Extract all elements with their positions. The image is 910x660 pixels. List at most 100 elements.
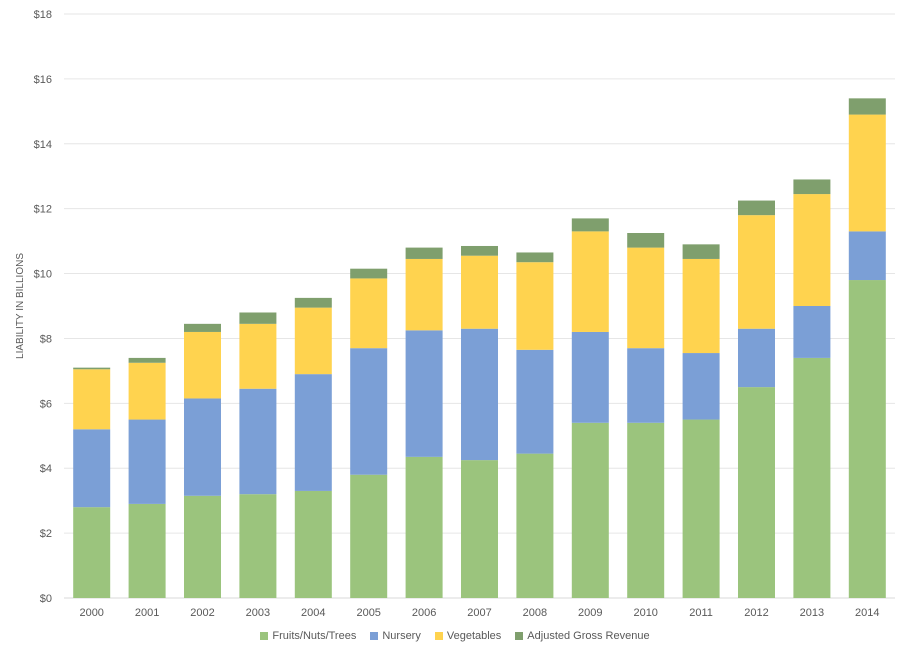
bar-segment-vegetables-2004 (294, 307, 332, 375)
y-tick-label: $18 (34, 9, 52, 21)
bar-segment-nursery-2005 (350, 348, 388, 475)
bar-segment-fruits-nuts-trees-2008 (516, 453, 554, 598)
y-tick-label: $14 (34, 139, 52, 151)
y-axis-ticks: $0 $2 $4 $6 $8 $10 $12 $14 $16 $18 (34, 9, 52, 605)
bar-segment-adjusted-gross-revenue-2004 (294, 297, 332, 308)
bar-segment-fruits-nuts-trees-2013 (793, 357, 831, 598)
bar-segment-adjusted-gross-revenue-2001 (128, 357, 166, 363)
bar-segment-nursery-2003 (239, 388, 277, 495)
bar-segment-vegetables-2011 (682, 258, 720, 354)
x-tick-label: 2009 (578, 607, 602, 619)
bar-segment-vegetables-2002 (184, 331, 221, 399)
bar-segment-nursery-2004 (294, 374, 332, 491)
bar-segment-nursery-2009 (571, 331, 609, 423)
y-tick-label: $16 (34, 74, 52, 86)
bar-segment-adjusted-gross-revenue-2000 (73, 367, 111, 370)
bar-segment-vegetables-2012 (738, 215, 775, 329)
bar-segment-nursery-2014 (848, 231, 886, 281)
x-tick-label: 2001 (135, 607, 159, 619)
bar-segment-adjusted-gross-revenue-2011 (682, 244, 720, 259)
bar-segment-nursery-2000 (73, 429, 111, 508)
bar-segment-fruits-nuts-trees-2014 (848, 280, 886, 598)
bar-segment-fruits-nuts-trees-2001 (128, 503, 166, 598)
bar-segment-adjusted-gross-revenue-2007 (461, 245, 498, 256)
bar-segment-adjusted-gross-revenue-2002 (184, 323, 221, 332)
bar-segment-vegetables-2014 (848, 114, 886, 232)
x-tick-label: 2010 (633, 607, 657, 619)
x-tick-label: 2003 (246, 607, 270, 619)
bar-segment-adjusted-gross-revenue-2014 (848, 98, 886, 115)
bar-segment-nursery-2012 (738, 328, 775, 388)
y-tick-label: $10 (34, 269, 52, 281)
bar-segment-fruits-nuts-trees-2003 (239, 494, 277, 598)
x-tick-label: 2004 (301, 607, 325, 619)
legend-item: Fruits/Nuts/Trees (260, 630, 356, 642)
bar-segment-nursery-2001 (128, 419, 166, 504)
legend-label: Nursery (382, 630, 421, 642)
legend-item: Nursery (370, 630, 421, 642)
x-tick-label: 2014 (855, 607, 879, 619)
y-tick-label: $6 (40, 398, 52, 410)
legend: Fruits/Nuts/Trees Nursery Vegetables Adjust… (0, 630, 910, 642)
y-tick-label: $2 (40, 528, 52, 540)
bar-segment-adjusted-gross-revenue-2008 (516, 252, 554, 263)
x-tick-label: 2000 (79, 607, 103, 619)
bar-segment-fruits-nuts-trees-2010 (627, 422, 665, 598)
bar-segment-fruits-nuts-trees-2002 (184, 495, 221, 598)
bar-segment-adjusted-gross-revenue-2012 (738, 200, 775, 216)
bar-segment-fruits-nuts-trees-2007 (461, 460, 498, 598)
legend-swatch (260, 632, 269, 640)
bar-segment-vegetables-2009 (571, 231, 609, 332)
bar-segment-fruits-nuts-trees-2006 (405, 456, 443, 598)
x-tick-label: 2002 (190, 607, 214, 619)
bar-segment-nursery-2002 (184, 398, 221, 496)
legend-label: Vegetables (446, 630, 502, 642)
bar-segment-vegetables-2003 (239, 323, 277, 389)
x-tick-label: 2012 (744, 607, 768, 619)
y-tick-label: $0 (40, 593, 52, 605)
legend-item: Adjusted Gross Revenue (515, 630, 650, 642)
bar-segment-nursery-2010 (627, 348, 665, 423)
bar-segment-fruits-nuts-trees-2004 (294, 490, 332, 598)
x-tick-label: 2013 (800, 607, 824, 619)
x-axis-ticks: 2000 2001 2002 2003 2004 2005 2006 2007 2008 2009… (79, 607, 879, 619)
bar-segment-fruits-nuts-trees-2012 (738, 387, 775, 598)
bar-segment-vegetables-2006 (405, 258, 443, 331)
bar-segment-adjusted-gross-revenue-2013 (793, 179, 831, 195)
bar-segment-adjusted-gross-revenue-2009 (571, 218, 609, 232)
legend-swatch (515, 632, 524, 640)
bar-segment-nursery-2013 (793, 306, 831, 358)
bar-segment-vegetables-2013 (793, 194, 831, 306)
bar-segment-vegetables-2000 (73, 369, 111, 430)
legend-label: Fruits/Nuts/Trees (272, 630, 357, 642)
x-tick-label: 2005 (356, 607, 380, 619)
x-tick-label: 2011 (689, 607, 713, 619)
bar-segment-fruits-nuts-trees-2000 (73, 507, 111, 598)
x-tick-label: 2008 (523, 607, 547, 619)
bars (73, 98, 886, 598)
bar-segment-fruits-nuts-trees-2005 (350, 474, 388, 598)
bar-segment-vegetables-2001 (128, 362, 166, 420)
bar-segment-adjusted-gross-revenue-2005 (350, 268, 388, 279)
bar-segment-nursery-2008 (516, 349, 554, 454)
y-tick-label: $4 (40, 463, 52, 475)
bar-segment-nursery-2011 (682, 353, 720, 420)
bar-segment-nursery-2006 (405, 330, 443, 457)
bar-segment-adjusted-gross-revenue-2003 (239, 312, 277, 324)
bar-segment-nursery-2007 (461, 328, 498, 461)
bar-segment-vegetables-2007 (461, 255, 498, 329)
bar-segment-fruits-nuts-trees-2009 (571, 422, 609, 598)
bar-segment-vegetables-2010 (627, 247, 665, 349)
x-tick-label: 2007 (467, 607, 491, 619)
bar-segment-vegetables-2005 (350, 278, 388, 349)
x-tick-label: 2006 (412, 607, 436, 619)
bar-segment-fruits-nuts-trees-2011 (682, 419, 720, 598)
legend-swatch (434, 632, 443, 640)
y-tick-label: $8 (40, 333, 52, 345)
legend-swatch (370, 632, 379, 640)
bar-segment-adjusted-gross-revenue-2006 (405, 247, 443, 259)
y-axis-label: LIABILITY IN BILLIONS (15, 253, 26, 359)
bar-segment-vegetables-2008 (516, 262, 554, 350)
y-tick-label: $12 (34, 204, 52, 216)
